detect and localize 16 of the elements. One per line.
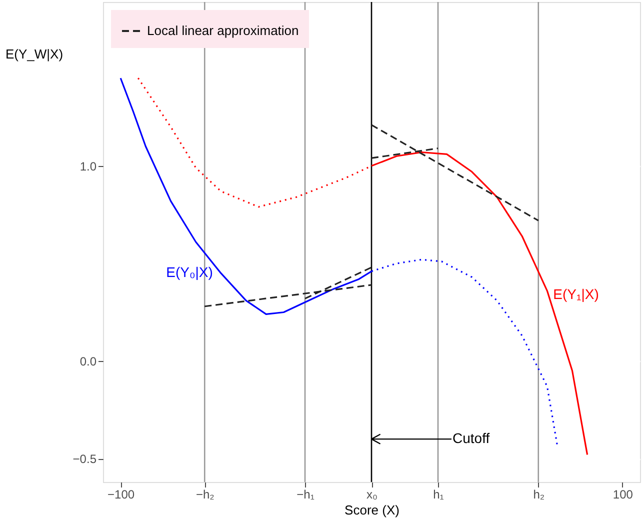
y-tick-label: 0.0 — [80, 354, 97, 369]
x-tick-label: 100 — [612, 488, 634, 502]
series-label: E(Y₁|X) — [553, 286, 599, 302]
x-tick-label: −h₂ — [196, 488, 215, 502]
legend-label: Local linear approximation — [147, 23, 299, 38]
x-tick-label: −100 — [108, 488, 135, 502]
y-axis-title: E(Y_W|X) — [6, 46, 64, 62]
x-tick-label: h₂ — [533, 488, 545, 502]
x-axis-title: Score (X) — [344, 502, 400, 518]
x-tick-label: h₁ — [433, 488, 444, 502]
annotation: Cutoff — [452, 430, 490, 446]
x-tick-label: −h₁ — [296, 488, 314, 502]
y-tick-label: −0.5 — [72, 452, 97, 466]
y-tick-label: 1.0 — [80, 159, 97, 174]
series-label: E(Y₀|X) — [166, 264, 213, 280]
x-tick-label: x₀ — [366, 488, 378, 502]
